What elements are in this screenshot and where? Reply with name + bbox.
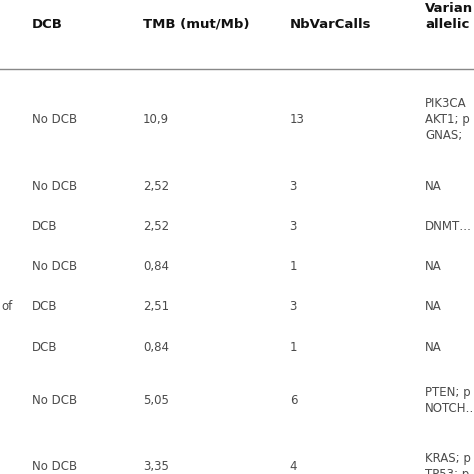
Text: NA: NA [425,341,442,354]
Text: 2,52: 2,52 [143,180,169,192]
Text: DNMT…: DNMT… [425,220,472,233]
Text: 3: 3 [290,220,297,233]
Text: 2,52: 2,52 [143,220,169,233]
Text: NA: NA [425,180,442,192]
Text: NbVarCalls: NbVarCalls [290,18,371,31]
Text: 1: 1 [290,260,297,273]
Text: No DCB: No DCB [32,460,77,474]
Text: Varian
allelic: Varian allelic [425,2,473,31]
Text: 10,9: 10,9 [143,113,169,126]
Text: 5,05: 5,05 [143,394,169,407]
Text: No DCB: No DCB [32,180,77,192]
Text: DCB: DCB [32,18,63,31]
Text: PIK3CA
AKT1; p
GNAS;: PIK3CA AKT1; p GNAS; [425,97,470,142]
Text: PTEN; p
NOTCH…: PTEN; p NOTCH… [425,386,474,415]
Text: TMB (mut/Mb): TMB (mut/Mb) [143,18,249,31]
Text: of: of [1,301,13,313]
Text: NA: NA [425,260,442,273]
Text: No DCB: No DCB [32,394,77,407]
Text: 0,84: 0,84 [143,341,169,354]
Text: DCB: DCB [32,220,57,233]
Text: 6: 6 [290,394,297,407]
Text: 3: 3 [290,180,297,192]
Text: NA: NA [425,301,442,313]
Text: 1: 1 [290,341,297,354]
Text: 3: 3 [290,301,297,313]
Text: 2,51: 2,51 [143,301,169,313]
Text: 3,35: 3,35 [143,460,169,474]
Text: 0,84: 0,84 [143,260,169,273]
Text: DCB: DCB [32,341,57,354]
Text: KRAS; p
TP53; p: KRAS; p TP53; p [425,452,471,474]
Text: 4: 4 [290,460,297,474]
Text: No DCB: No DCB [32,260,77,273]
Text: No DCB: No DCB [32,113,77,126]
Text: 13: 13 [290,113,304,126]
Text: DCB: DCB [32,301,57,313]
